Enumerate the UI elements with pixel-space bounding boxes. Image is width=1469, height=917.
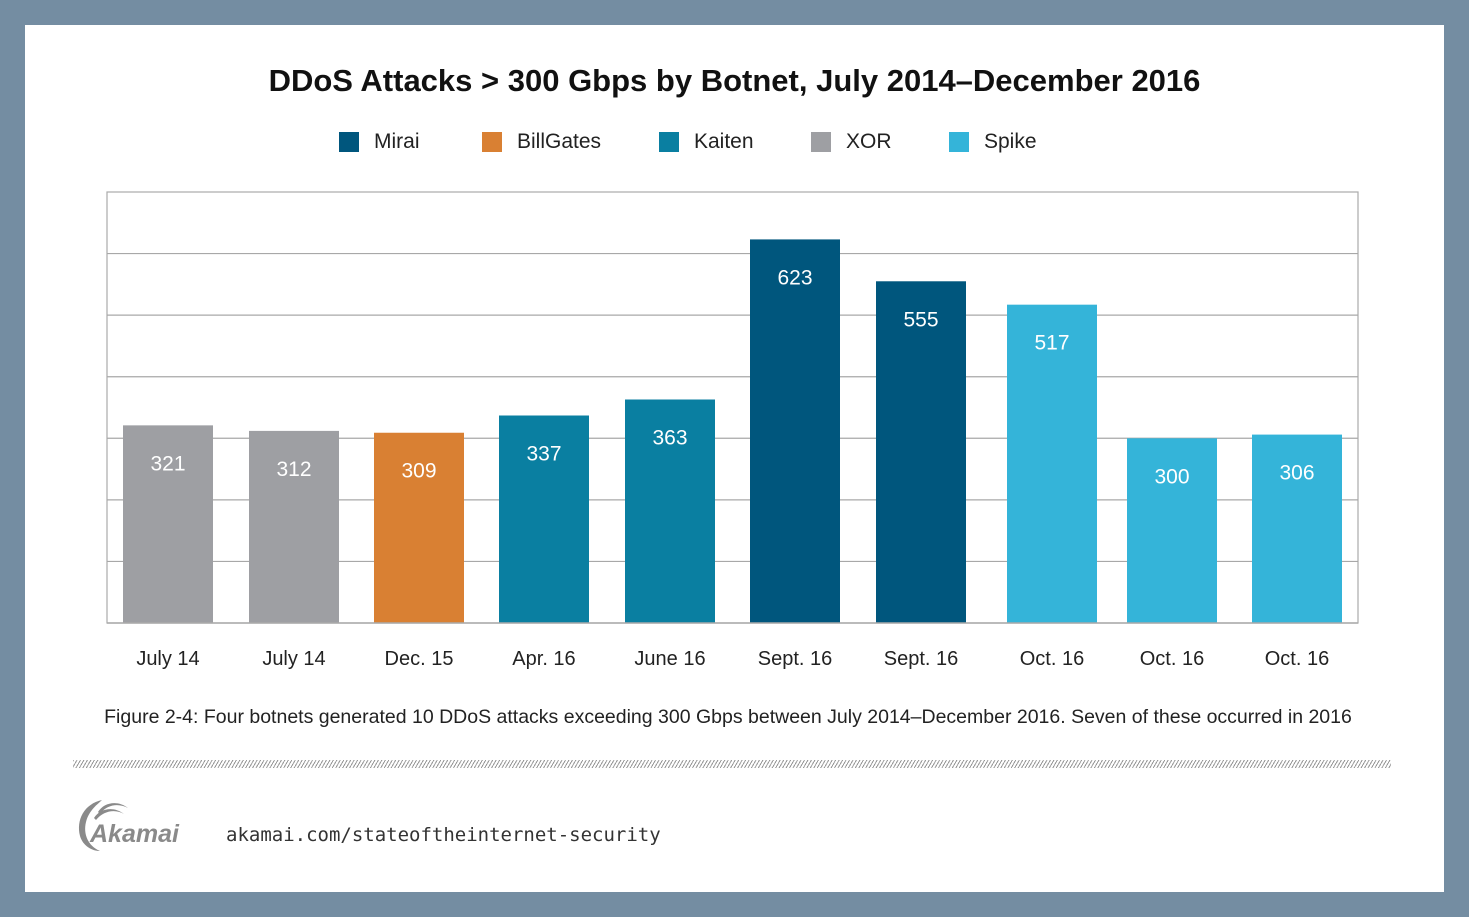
figure-caption: Figure 2-4: Four botnets generated 10 DD… [104, 706, 1352, 728]
x-tick-label: July 14 [262, 648, 325, 670]
data-label: 363 [652, 426, 687, 449]
bar [625, 399, 715, 623]
data-label: 555 [903, 308, 938, 331]
x-tick-label: Sept. 16 [758, 648, 833, 670]
data-label: 517 [1034, 332, 1069, 355]
bar [123, 425, 213, 623]
data-label: 623 [777, 266, 812, 289]
x-tick-label: Oct. 16 [1140, 648, 1204, 670]
divider [73, 760, 1391, 768]
legend-label: BillGates [517, 130, 602, 153]
bar [374, 432, 464, 623]
bar [249, 430, 339, 623]
legend-item-billgates: BillGates [482, 130, 601, 154]
data-label: 321 [150, 452, 185, 475]
chart-title: DDoS Attacks > 300 Gbps by Botnet, July … [268, 63, 1201, 98]
x-tick-label: July 14 [136, 648, 199, 670]
svg-text:Akamai: Akamai [89, 820, 180, 848]
legend-swatch [949, 132, 969, 152]
legend-item-spike: Spike [949, 130, 1037, 154]
legend-label: Kaiten [694, 130, 754, 153]
data-label: 309 [401, 460, 436, 483]
bar-chart: 321 July 14 312 July 14 309 Dec. 15 337 Apr. 16… [106, 191, 1359, 670]
x-tick-label: Oct. 16 [1265, 648, 1329, 670]
akamai-logo: Akamai [78, 800, 180, 851]
data-label: 306 [1279, 462, 1314, 485]
legend-label: Mirai [374, 130, 420, 153]
bar [1007, 304, 1097, 623]
legend: Mirai BillGates Kaiten XOR Spike [0, 130, 1469, 156]
legend-swatch [811, 132, 831, 152]
bar [1127, 438, 1217, 623]
legend-item-kaiten: Kaiten [659, 130, 754, 154]
bar [1252, 434, 1342, 623]
bar [750, 239, 840, 623]
legend-swatch [659, 132, 679, 152]
legend-swatch [339, 132, 359, 152]
legend-label: Spike [984, 130, 1037, 153]
x-tick-label: Oct. 16 [1020, 648, 1084, 670]
x-tick-label: Apr. 16 [512, 648, 575, 670]
footer-url[interactable]: akamai.com/stateoftheinternet-security [226, 824, 661, 846]
x-tick-label: Dec. 15 [385, 648, 454, 670]
data-label: 337 [526, 443, 561, 466]
x-tick-label: Sept. 16 [884, 648, 959, 670]
data-label: 300 [1154, 465, 1189, 488]
legend-label: XOR [846, 130, 892, 153]
data-label: 312 [276, 458, 311, 481]
x-tick-label: June 16 [634, 648, 705, 670]
bar [876, 281, 966, 623]
legend-swatch [482, 132, 502, 152]
legend-item-mirai: Mirai [339, 130, 420, 154]
legend-item-xor: XOR [811, 130, 892, 154]
bar [499, 415, 589, 623]
